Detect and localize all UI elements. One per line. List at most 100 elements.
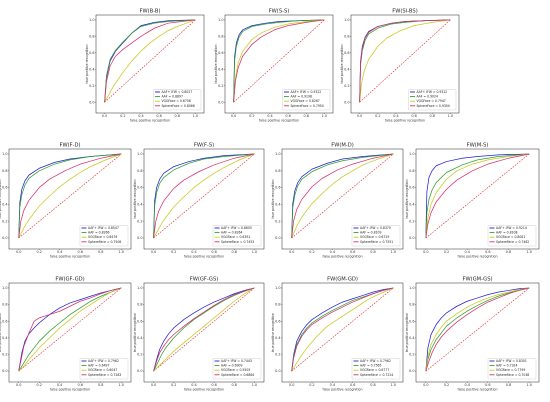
y-tick-label: 0.0 (275, 369, 280, 373)
roc-curve-aaf (291, 153, 394, 239)
x-tick-label: 0.8 (232, 383, 237, 387)
x-tick-label: 0.2 (171, 250, 176, 254)
roc-curve-sphereface (153, 153, 255, 239)
y-tick-label: 0.8 (275, 303, 280, 307)
legend-entry: VGGFace = 0.7947 (416, 99, 445, 103)
x-tick-label: 0.4 (138, 114, 143, 118)
roc-curve-vggface (233, 19, 325, 103)
y-tick-label: 0.2 (275, 353, 280, 357)
y-tick-label: 0.8 (344, 34, 349, 38)
legend-entry: SphereFace = 0.7954 (290, 104, 323, 108)
x-tick-label: 0.4 (191, 383, 196, 387)
chance-diagonal (233, 19, 325, 103)
x-tick-label: 0.8 (98, 383, 103, 387)
panel-title: FW(GM-GD) (327, 277, 358, 283)
plot-frame (143, 148, 265, 250)
x-tick-label: 1.0 (252, 383, 257, 387)
y-tick-label: 1.0 (344, 18, 349, 22)
chance-diagonal (425, 287, 530, 372)
y-axis-label: true positive recognition (0, 313, 2, 352)
x-tick-label: 0.4 (267, 114, 272, 118)
plot-frame (415, 148, 540, 250)
x-tick-label: 0.2 (444, 383, 449, 387)
x-axis-label: false positive recognition (184, 388, 224, 392)
roc-curve-aaf-ifw (233, 19, 325, 103)
roc-curve-sphereface (359, 19, 451, 103)
x-tick-label: 0.6 (211, 383, 216, 387)
roc-panel-fw-gm-gd: FW(GM-GD) 0.0 0.2 0.4 0.6 0.8 1.0 0.0 0.2 0.4 0.6 0… (271, 277, 404, 392)
x-tick-label: 0.2 (37, 383, 42, 387)
x-tick-label: 0.2 (309, 250, 314, 254)
y-tick-label: 0.0 (409, 369, 414, 373)
x-axis-label: false positive recognition (385, 119, 425, 123)
y-tick-label: 0.0 (275, 236, 280, 240)
legend-entry: VGGFace = 0.6708 (161, 99, 190, 103)
x-tick-label: 0.2 (375, 114, 380, 118)
roc-panel-fw-m-d: FW(M-D) 0.0 0.2 0.4 0.6 0.8 1.0 0.0 0.2 0.4 0.6 0.8… (271, 143, 404, 259)
panel-title: FW(F-D) (59, 143, 80, 149)
y-tick-label: 0.4 (2, 203, 7, 207)
x-tick-label: 1.0 (391, 250, 396, 254)
y-tick-label: 1.0 (2, 286, 7, 290)
y-axis-label: true positive recognition (340, 44, 344, 83)
legend-box (351, 225, 401, 247)
y-tick-label: 1.0 (137, 286, 142, 290)
y-tick-label: 0.6 (2, 186, 7, 190)
x-tick-label: 0.4 (393, 114, 398, 118)
legend-entry: SphereFace = 0.7453 (221, 240, 254, 244)
y-tick-label: 0.0 (344, 100, 349, 104)
panel-title: FW(GM-GS) (462, 277, 492, 283)
roc-curve-aaf-ifw (18, 287, 122, 372)
legend-entry: SphereFace = 0.7283 (88, 373, 121, 377)
legend-entry: VGGFace = 0.6391 (221, 235, 250, 239)
x-tick-label: 0.2 (249, 114, 254, 118)
legend-entry: SphereFace = 0.6864 (221, 373, 254, 377)
roc-curve-aaf (104, 19, 196, 103)
roc-curve-aaf (18, 287, 122, 372)
legend-box (212, 225, 262, 247)
legend-box (487, 358, 537, 380)
chance-diagonal (291, 153, 394, 239)
x-tick-label: 0.4 (464, 250, 469, 254)
x-tick-label: 0.2 (37, 250, 42, 254)
y-tick-label: 1.0 (218, 18, 223, 22)
y-tick-label: 0.6 (137, 186, 142, 190)
x-tick-label: 0.0 (151, 250, 156, 254)
panel-title: FW(GF-GD) (55, 277, 84, 283)
x-tick-label: 1.0 (252, 250, 257, 254)
y-tick-label: 0.6 (218, 51, 223, 55)
legend-box (153, 89, 202, 111)
x-tick-label: 0.0 (102, 114, 107, 118)
y-tick-label: 0.0 (218, 100, 223, 104)
x-axis-label: false positive recognition (457, 255, 497, 259)
legend-box (79, 358, 129, 380)
y-tick-label: 0.0 (137, 236, 142, 240)
y-tick-label: 1.0 (275, 152, 280, 156)
roc-curve-vggface (153, 153, 255, 239)
y-tick-label: 0.4 (137, 203, 142, 207)
legend-entry: VGGFace = 0.5505 (221, 368, 250, 372)
chance-diagonal (359, 19, 451, 103)
x-axis-label: false positive recognition (322, 388, 362, 392)
y-tick-label: 0.6 (409, 319, 414, 323)
chance-diagonal (291, 287, 394, 372)
x-tick-label: 0.0 (423, 250, 428, 254)
plot-frame (281, 148, 404, 250)
plot-frame (350, 14, 460, 114)
roc-curve-sphereface (425, 153, 530, 239)
y-axis-label: true positive recognition (271, 179, 275, 218)
x-tick-label: 0.2 (120, 114, 125, 118)
y-axis-label: true positive recognition (405, 313, 409, 352)
x-tick-label: 0.0 (151, 383, 156, 387)
legend-entry: AAF = 0.9198 (290, 95, 312, 99)
y-tick-label: 0.6 (409, 186, 414, 190)
x-tick-label: 1.0 (526, 250, 531, 254)
legend-entry: VGGFace = 0.6777 (360, 368, 389, 372)
y-tick-label: 0.4 (218, 67, 223, 71)
chance-diagonal (104, 19, 196, 103)
legend-entry: AAF = 0.8897 (161, 95, 183, 99)
legend-entry: AAF+ IFW = 0.8605 (221, 226, 252, 230)
roc-curve-aaf (425, 287, 530, 372)
y-tick-label: 0.6 (89, 51, 94, 55)
